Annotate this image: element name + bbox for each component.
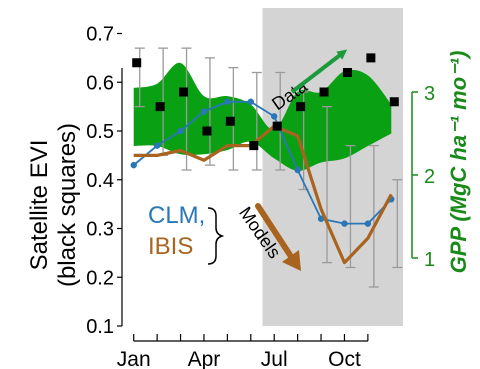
models-arrow-head — [282, 250, 301, 271]
right-tick-label: 1 — [424, 249, 435, 271]
clm-point — [224, 98, 231, 105]
left-tick-label: 0.7 — [86, 24, 114, 46]
left-axis-label-line1: Satellite EVI — [26, 140, 53, 271]
evi-square — [179, 87, 189, 97]
left-tick-label: 0.4 — [86, 170, 114, 192]
evi-square — [155, 102, 165, 112]
evi-square — [342, 68, 352, 77]
ibis-series-line — [133, 124, 393, 265]
clm-point — [294, 166, 301, 174]
model-lines-layer — [130, 98, 395, 265]
axes-layer: 0.1 0.2 0.3 0.4 0.5 0.6 0.7 1 2 3 Jan Apr Jul Oct — [86, 24, 435, 369]
clm-point — [271, 113, 278, 120]
evi-square — [225, 116, 235, 126]
evi-square — [389, 97, 399, 107]
left-tick-label: 0.3 — [86, 219, 114, 241]
shaded-region — [262, 8, 403, 326]
evi-square — [249, 141, 259, 151]
evi-square — [366, 53, 376, 63]
clm-label: CLM, — [148, 202, 205, 229]
right-axis-label: GPP (MgC ha⁻¹ mo⁻¹) — [446, 51, 471, 274]
right-tick-label: 3 — [424, 83, 435, 105]
evi-square — [202, 126, 212, 136]
clm-point — [247, 98, 254, 105]
right-tick-label: 2 — [424, 166, 435, 188]
evi-square — [296, 102, 306, 112]
shaded-region-layer — [262, 8, 403, 326]
evi-square — [272, 121, 282, 131]
clm-point — [364, 220, 372, 227]
clm-series-line — [133, 100, 392, 225]
x-tick-label: Jan — [117, 348, 151, 369]
clm-point — [200, 108, 208, 115]
left-axis-label-line2: (black squares) — [54, 123, 81, 287]
clm-point — [153, 142, 161, 149]
left-tick-label: 0.2 — [86, 267, 114, 289]
left-tick-label: 0.5 — [86, 121, 114, 143]
left-tick-label: 0.6 — [86, 72, 114, 94]
evi-square — [319, 87, 329, 97]
evi-points-layer — [132, 53, 399, 151]
left-tick-label: 0.1 — [86, 316, 114, 338]
x-tick-label: Jul — [261, 348, 288, 369]
evi-square — [132, 58, 142, 68]
clm-point — [341, 220, 348, 227]
clm-point — [130, 161, 137, 169]
clm-point — [317, 215, 325, 222]
models-arrow-shaft — [255, 203, 293, 258]
x-tick-label: Oct — [328, 348, 361, 369]
ibis-label: IBIS — [148, 233, 193, 260]
data-arrow — [290, 49, 348, 94]
x-tick-label: Apr — [188, 348, 221, 369]
legend-brace — [207, 207, 225, 265]
clm-point — [177, 127, 184, 135]
